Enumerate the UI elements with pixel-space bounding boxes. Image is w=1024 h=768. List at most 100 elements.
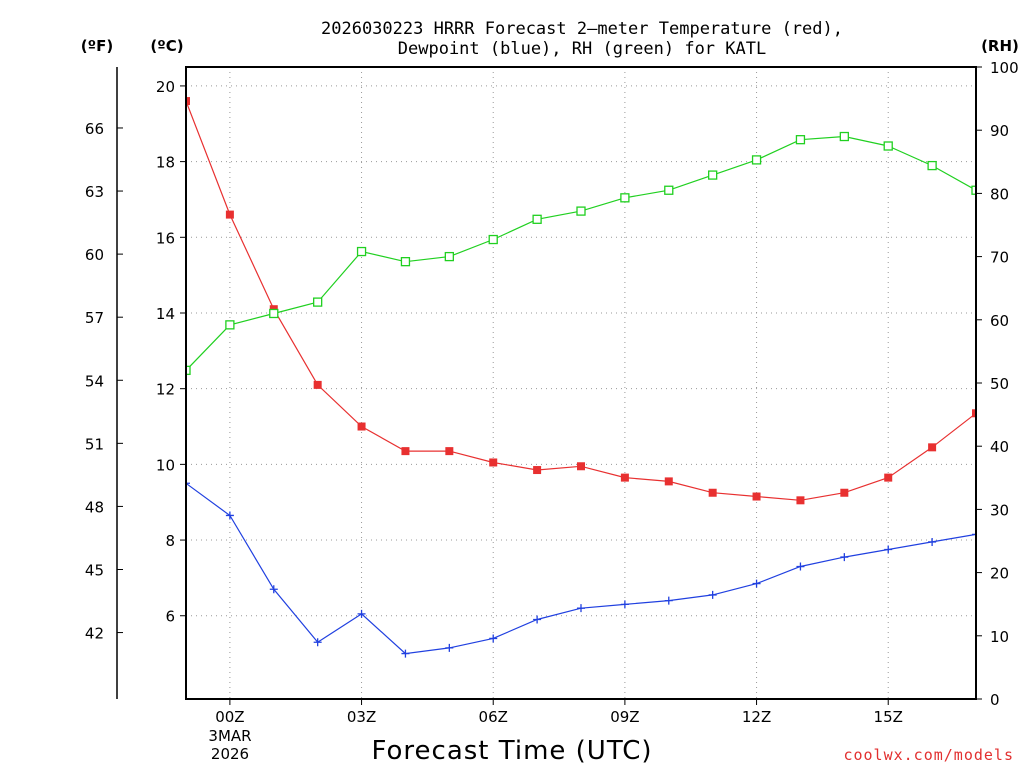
dewpoint-point (708, 590, 717, 599)
rh-tick-label: 100 (990, 59, 1019, 77)
dewpoint-point (620, 600, 629, 609)
dewpoint-point (928, 537, 937, 546)
dewpoint-point (533, 615, 542, 624)
relative-humidity-point (186, 365, 191, 376)
site-credit: coolwx.com/models (843, 746, 1014, 764)
date-label-year: 2026 (211, 745, 249, 763)
celsius-tick-label: 18 (156, 154, 175, 172)
temperature-point (928, 443, 937, 452)
relative-humidity-point (576, 206, 586, 216)
relative-humidity-point (400, 257, 411, 267)
temperature-point (489, 458, 498, 467)
temperature-point (225, 210, 234, 219)
temperature-point (708, 488, 717, 497)
celsius-tick-label: 10 (156, 456, 175, 474)
temperature-point (186, 97, 190, 106)
rh-tick-label: 90 (990, 122, 1009, 140)
rh-tick-label: 70 (990, 249, 1009, 267)
relative-humidity-point (225, 320, 235, 330)
relative-humidity-point (444, 251, 454, 262)
dewpoint-point (186, 479, 190, 488)
x-axis-title: Forecast Time (UTC) (371, 736, 652, 766)
temperature-line (186, 100, 976, 501)
grid-lines (186, 67, 976, 699)
temperature-point (752, 492, 761, 501)
celsius-tick-label: 16 (156, 229, 175, 247)
relative-humidity-point (971, 185, 976, 195)
rh-tick-label: 80 (990, 185, 1009, 203)
dewpoint-point (489, 634, 498, 643)
relative-humidity-point (532, 214, 542, 224)
fahrenheit-tick-label: 45 (85, 561, 104, 579)
fahrenheit-tick-label: 60 (85, 246, 104, 264)
x-tick-label: 00Z (215, 708, 244, 726)
relative-humidity-point (927, 160, 937, 171)
fahrenheit-tick-label: 54 (85, 372, 104, 390)
axes-layer: 00Z 03Z 06Z 09Z 12Z 15Z 6 8 10 12 14 16 18 20 42 45 48 51… (85, 59, 1019, 726)
temperature-point (796, 496, 805, 505)
rh-tick-label: 10 (990, 628, 1009, 646)
relative-humidity-point (708, 170, 718, 180)
x-tick-label: 03Z (347, 708, 376, 726)
temperature-point (357, 422, 366, 431)
temperature-point (577, 462, 585, 471)
relative-humidity-point (751, 155, 762, 165)
chart-title-line-2: Dewpoint (blue), RH (green) for KATL (398, 39, 766, 59)
relative-humidity-point (356, 246, 367, 257)
x-tick-label: 12Z (742, 708, 771, 726)
x-tick-label: 09Z (610, 708, 639, 726)
temperature-point (401, 447, 410, 456)
dewpoint-point (577, 604, 585, 613)
relative-humidity-point (664, 185, 674, 195)
celsius-tick-label: 6 (165, 608, 175, 626)
fahrenheit-tick-label: 48 (85, 498, 104, 516)
fahrenheit-unit-label: (ºF) (81, 37, 113, 55)
celsius-tick-label: 20 (156, 78, 175, 96)
relative-humidity-point (620, 193, 630, 203)
x-tick-label: 06Z (479, 708, 508, 726)
dewpoint-point (972, 530, 976, 539)
temperature-point (445, 447, 454, 456)
relative-humidity-point (839, 131, 849, 142)
fahrenheit-tick-label: 51 (85, 435, 104, 453)
relative-humidity-point (488, 234, 498, 245)
rh-tick-label: 40 (990, 438, 1009, 456)
dewpoint-line (186, 482, 976, 655)
temperature-point (664, 477, 673, 486)
temperature-point (840, 488, 849, 497)
series-clip-group (186, 97, 976, 658)
date-label-day: 3MAR (208, 727, 251, 745)
rh-tick-label: 60 (990, 312, 1009, 330)
relative-humidity-point (883, 141, 893, 151)
dewpoint-point (796, 562, 805, 571)
dewpoint-point (357, 609, 366, 618)
temperature-point (972, 409, 976, 418)
dewpoint-point (445, 643, 454, 652)
celsius-unit-label: (ºC) (150, 37, 183, 55)
temperature-point (884, 473, 893, 482)
temperature-point (313, 380, 322, 389)
dewpoint-point (313, 638, 322, 647)
fahrenheit-tick-label: 57 (85, 309, 104, 327)
chart-title-line-1: 2026030223 HRRR Forecast 2—meter Tempera… (321, 19, 843, 39)
rh-tick-label: 30 (990, 501, 1009, 519)
dewpoint-point (884, 545, 893, 554)
celsius-tick-label: 12 (156, 381, 175, 399)
rh-tick-label: 20 (990, 565, 1009, 583)
fahrenheit-tick-label: 63 (85, 183, 104, 201)
relative-humidity-point (795, 135, 806, 145)
fahrenheit-tick-label: 66 (85, 120, 104, 138)
dewpoint-point (401, 649, 410, 658)
dewpoint-point (664, 596, 673, 605)
rh-tick-label: 0 (990, 691, 1000, 709)
temperature-point (533, 466, 542, 475)
temperature-point (620, 473, 629, 482)
dewpoint-point (840, 553, 849, 562)
relative-humidity-line (186, 135, 976, 371)
x-tick-label: 15Z (874, 708, 903, 726)
dewpoint-point (269, 585, 278, 594)
dewpoint-point (752, 579, 761, 588)
relative-humidity-point (269, 308, 279, 319)
series-layer (186, 97, 976, 658)
